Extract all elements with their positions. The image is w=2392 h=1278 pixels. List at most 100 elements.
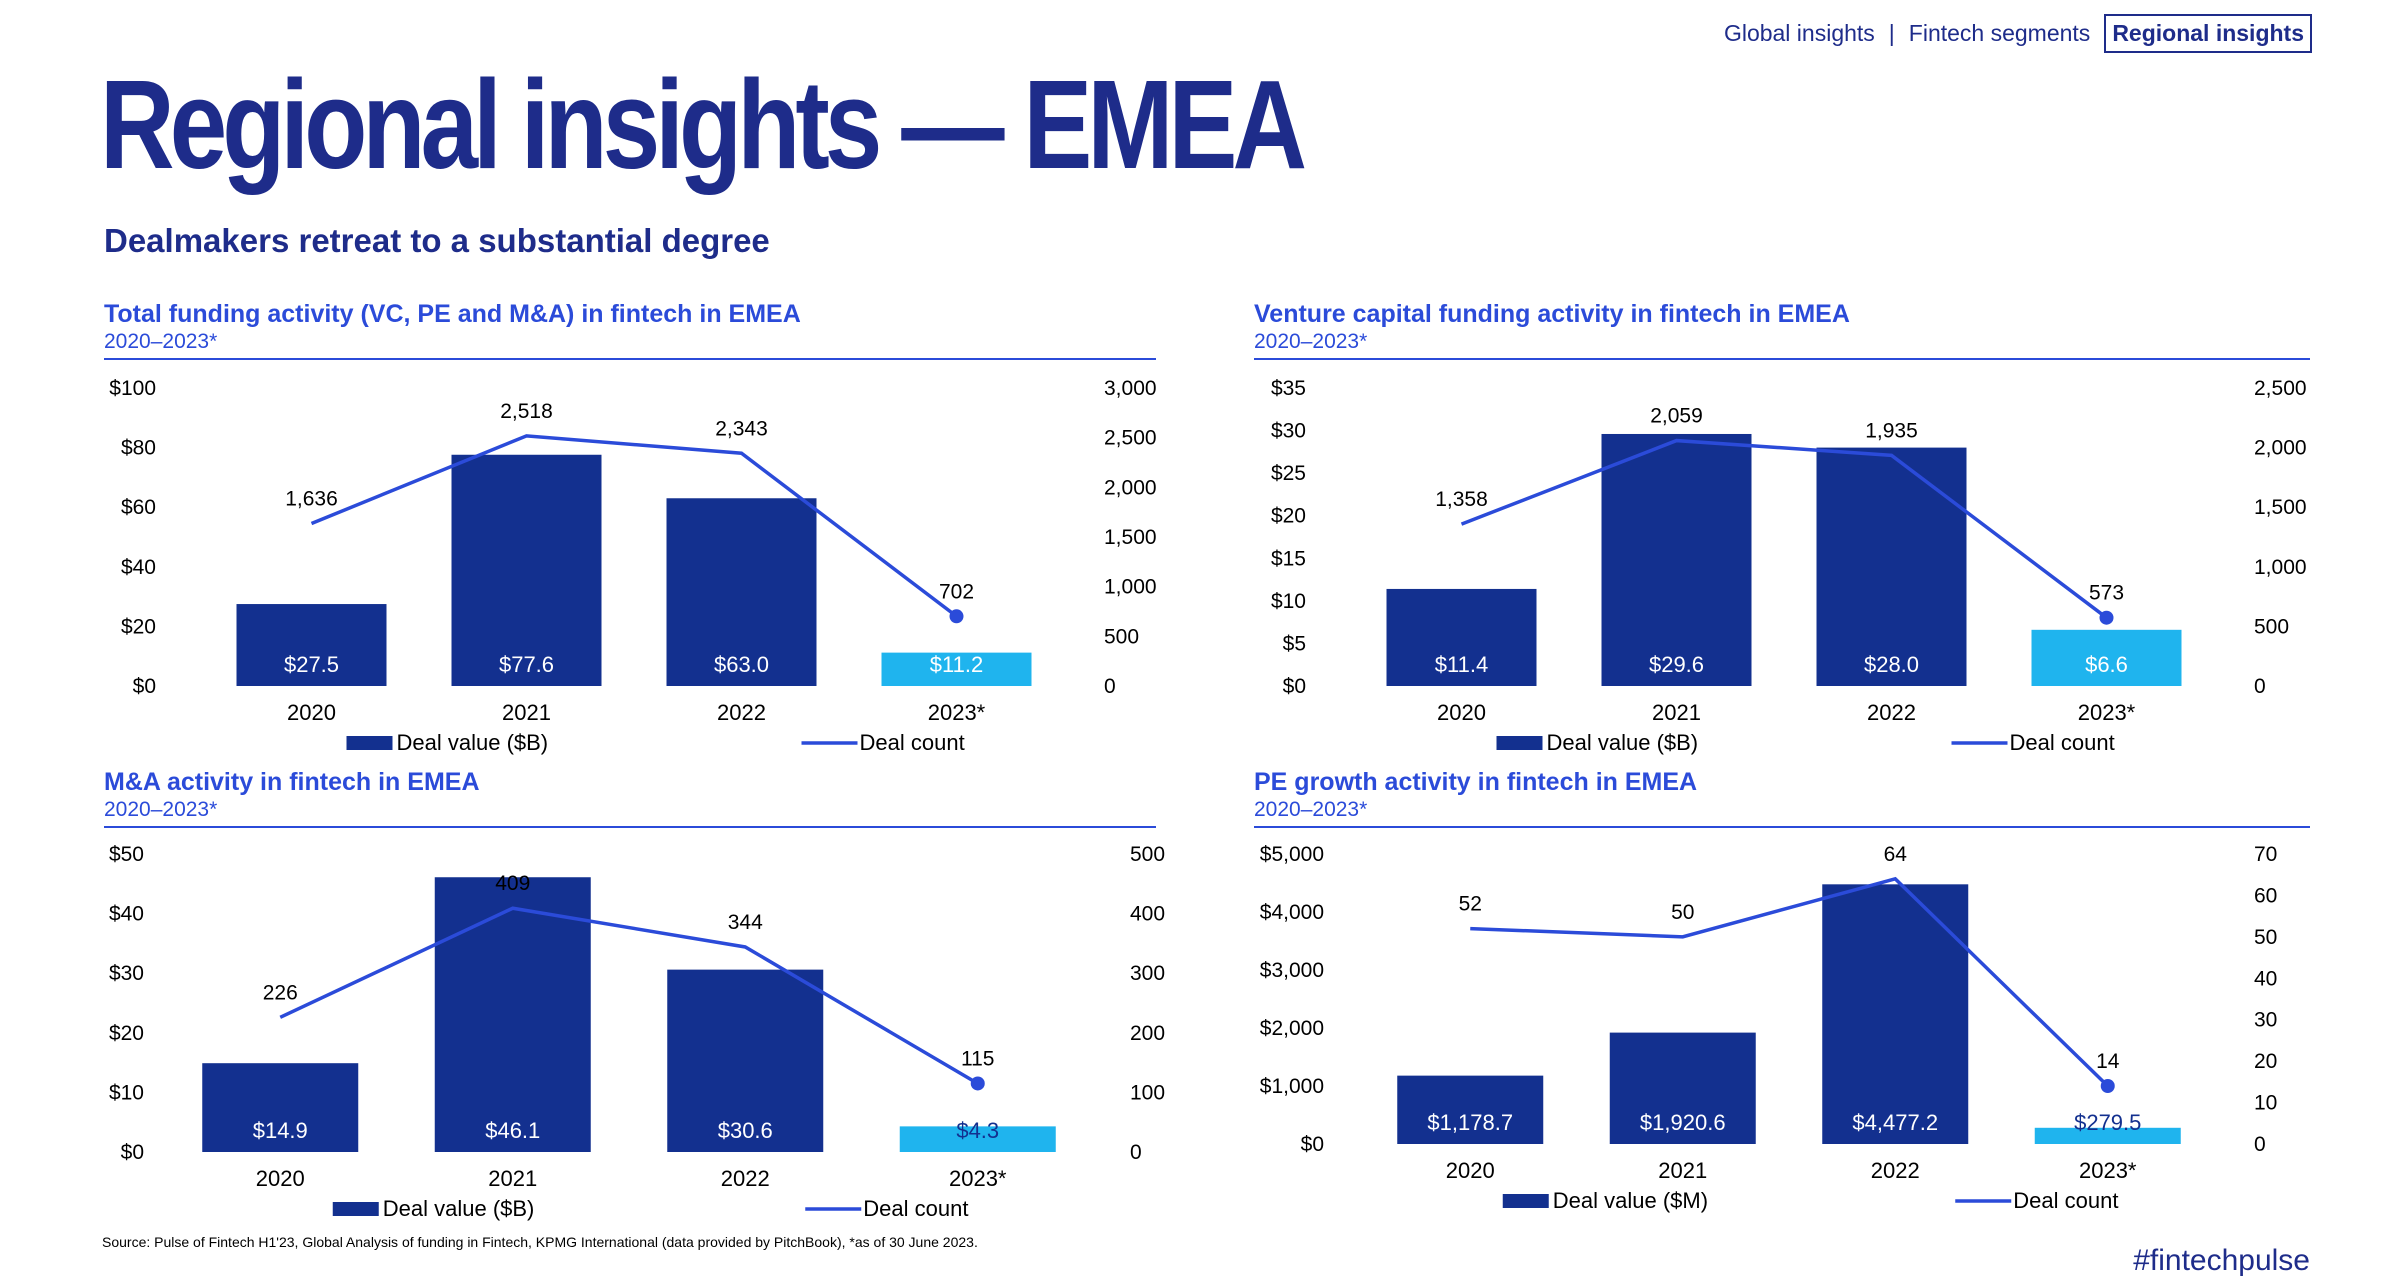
- left-axis-tick-label: $30: [109, 962, 144, 985]
- deal-count-point: [949, 609, 964, 624]
- left-axis-tick-label: $20: [1271, 505, 1306, 528]
- chart-title: M&A activity in fintech in EMEA: [104, 768, 480, 796]
- bar-value-label: $4,477.2: [1852, 1110, 1938, 1135]
- deal-count-label: 50: [1671, 901, 1694, 924]
- chart-total-funding: $0 $20 $40 $60 $80 $100 0 500 1,000 1,500 2,000 2,5…: [109, 377, 1157, 755]
- category-label: 2022: [1871, 1158, 1920, 1183]
- bar-value-label: $1,920.6: [1640, 1110, 1726, 1135]
- bar-value-label: $6.6: [2085, 652, 2128, 677]
- right-axis-tick-label: 300: [1130, 962, 1165, 985]
- deal-count-label: 1,636: [285, 487, 338, 510]
- deal-count-point: [2100, 1079, 2115, 1093]
- category-label: 2023*: [2078, 700, 2136, 725]
- right-axis-tick-label: 40: [2254, 967, 2277, 990]
- bar-value-label: $14.9: [253, 1118, 308, 1143]
- category-label: 2023*: [2079, 1158, 2137, 1183]
- left-axis-tick-label: $3,000: [1260, 959, 1324, 982]
- deal-count-line: [1470, 876, 2109, 1088]
- right-axis-tick-label: 2,000: [2254, 437, 2307, 460]
- chart-divider: [1254, 358, 2310, 360]
- legend-label-deal-count: Deal count: [863, 1196, 968, 1221]
- right-axis-tick-label: 400: [1130, 903, 1165, 926]
- category-label: 2020: [256, 1166, 305, 1191]
- bar-value-label: $27.5: [284, 652, 339, 677]
- bar: [1609, 1032, 1756, 1144]
- deal-count-label: 344: [728, 911, 763, 934]
- right-axis-tick-label: 60: [2254, 884, 2277, 907]
- left-axis-tick-label: $0: [121, 1141, 144, 1164]
- chart-venture-capital: $0 $5 $10 $15 $20 $25 $30 $35 0 500 1,000 1,500 2,00…: [1271, 377, 2307, 755]
- chart-divider: [104, 358, 1156, 360]
- deal-count-label: 2,343: [715, 417, 768, 440]
- right-axis-tick-label: 1,000: [2254, 556, 2307, 579]
- nav-global-insights[interactable]: Global insights: [1723, 20, 1875, 46]
- deal-count-line: [279, 906, 979, 1085]
- chart-title: Total funding activity (VC, PE and M&A) …: [104, 300, 801, 328]
- deal-count-label: 409: [495, 872, 530, 895]
- category-label: 2021: [1658, 1158, 1707, 1183]
- bar: [899, 1126, 1056, 1152]
- deal-count-label: 2,518: [500, 400, 553, 423]
- deal-count-label: 52: [1459, 893, 1482, 916]
- nav-regional-insights[interactable]: Regional insights: [2104, 14, 2312, 53]
- category-label: 2020: [287, 700, 336, 725]
- legend-swatch-deal-value: [332, 1202, 379, 1216]
- deal-count-point: [970, 1076, 985, 1091]
- right-axis-tick-label: 50: [2254, 926, 2277, 949]
- legend-label-deal-count: Deal count: [860, 730, 965, 755]
- left-axis-tick-label: $50: [109, 843, 144, 866]
- right-axis-tick-label: 500: [2254, 615, 2289, 638]
- nav-fintech-segments[interactable]: Fintech segments: [1908, 20, 2091, 46]
- deal-count-label: 226: [263, 981, 298, 1004]
- legend-label-deal-count: Deal count: [2010, 730, 2115, 755]
- left-axis-tick-label: $1,000: [1260, 1075, 1324, 1098]
- bar: [202, 1063, 359, 1152]
- left-axis-tick-label: $60: [121, 496, 156, 519]
- hashtag-link[interactable]: #fintechpulse: [2133, 1244, 2310, 1277]
- deal-count-line: [1460, 438, 2108, 620]
- left-axis-tick-label: $20: [109, 1022, 144, 1045]
- left-axis-tick-label: $30: [1271, 420, 1306, 443]
- deal-count-label: 1,935: [1865, 419, 1918, 442]
- right-axis-tick-label: 500: [1130, 843, 1165, 866]
- deal-count-label: 14: [2096, 1050, 2120, 1073]
- category-label: 2022: [721, 1166, 770, 1191]
- bar: [1816, 447, 1967, 686]
- right-axis-tick-label: 1,000: [1104, 576, 1157, 599]
- nav-separator: |: [1888, 20, 1895, 46]
- bar: [1822, 884, 1969, 1144]
- deal-count-label: 702: [939, 580, 974, 603]
- legend-label-deal-count: Deal count: [2013, 1188, 2118, 1213]
- left-axis-tick-label: $35: [1271, 377, 1306, 400]
- bar: [2031, 629, 2182, 686]
- left-axis-tick-label: $2,000: [1260, 1017, 1324, 1040]
- category-label: 2022: [717, 700, 766, 725]
- chart-title: Venture capital funding activity in fint…: [1254, 300, 1850, 328]
- bar: [2034, 1127, 2181, 1144]
- right-axis-tick-label: 0: [1130, 1141, 1142, 1164]
- bar: [236, 604, 387, 686]
- right-axis-tick-label: 1,500: [2254, 496, 2307, 519]
- legend-swatch-deal-value: [1496, 736, 1543, 750]
- bar-value-label: $279.5: [2074, 1110, 2141, 1135]
- bar-value-label: $63.0: [714, 652, 769, 677]
- bar: [667, 969, 824, 1152]
- category-label: 2020: [1446, 1158, 1495, 1183]
- bar-value-label: $30.6: [718, 1118, 773, 1143]
- chart-ma: $0 $10 $20 $30 $40 $50 0 100 200 300 400 500 $14.9 $4…: [109, 843, 1165, 1221]
- category-label: 2021: [502, 700, 551, 725]
- left-axis-tick-label: $40: [121, 556, 156, 579]
- bar-value-label: $11.2: [930, 652, 983, 677]
- deal-count-label: 573: [2089, 582, 2124, 605]
- chart-panel-venture-capital: Venture capital funding activity in fint…: [1254, 300, 2310, 760]
- category-label: 2023*: [949, 1166, 1007, 1191]
- left-axis-tick-label: $25: [1271, 462, 1306, 485]
- bar-value-label: $77.6: [499, 652, 554, 677]
- bar-value-label: $4.3: [956, 1118, 999, 1143]
- source-note: Source: Pulse of Fintech H1'23, Global A…: [102, 1234, 978, 1250]
- top-nav: Global insights | Fintech segments Regio…: [1724, 14, 2312, 53]
- deal-count-label: 115: [961, 1047, 994, 1070]
- chart-panel-pe-growth: PE growth activity in fintech in EMEA 20…: [1254, 768, 2310, 1228]
- bar: [666, 498, 817, 686]
- chart-subtitle: 2020–2023*: [1254, 330, 1368, 353]
